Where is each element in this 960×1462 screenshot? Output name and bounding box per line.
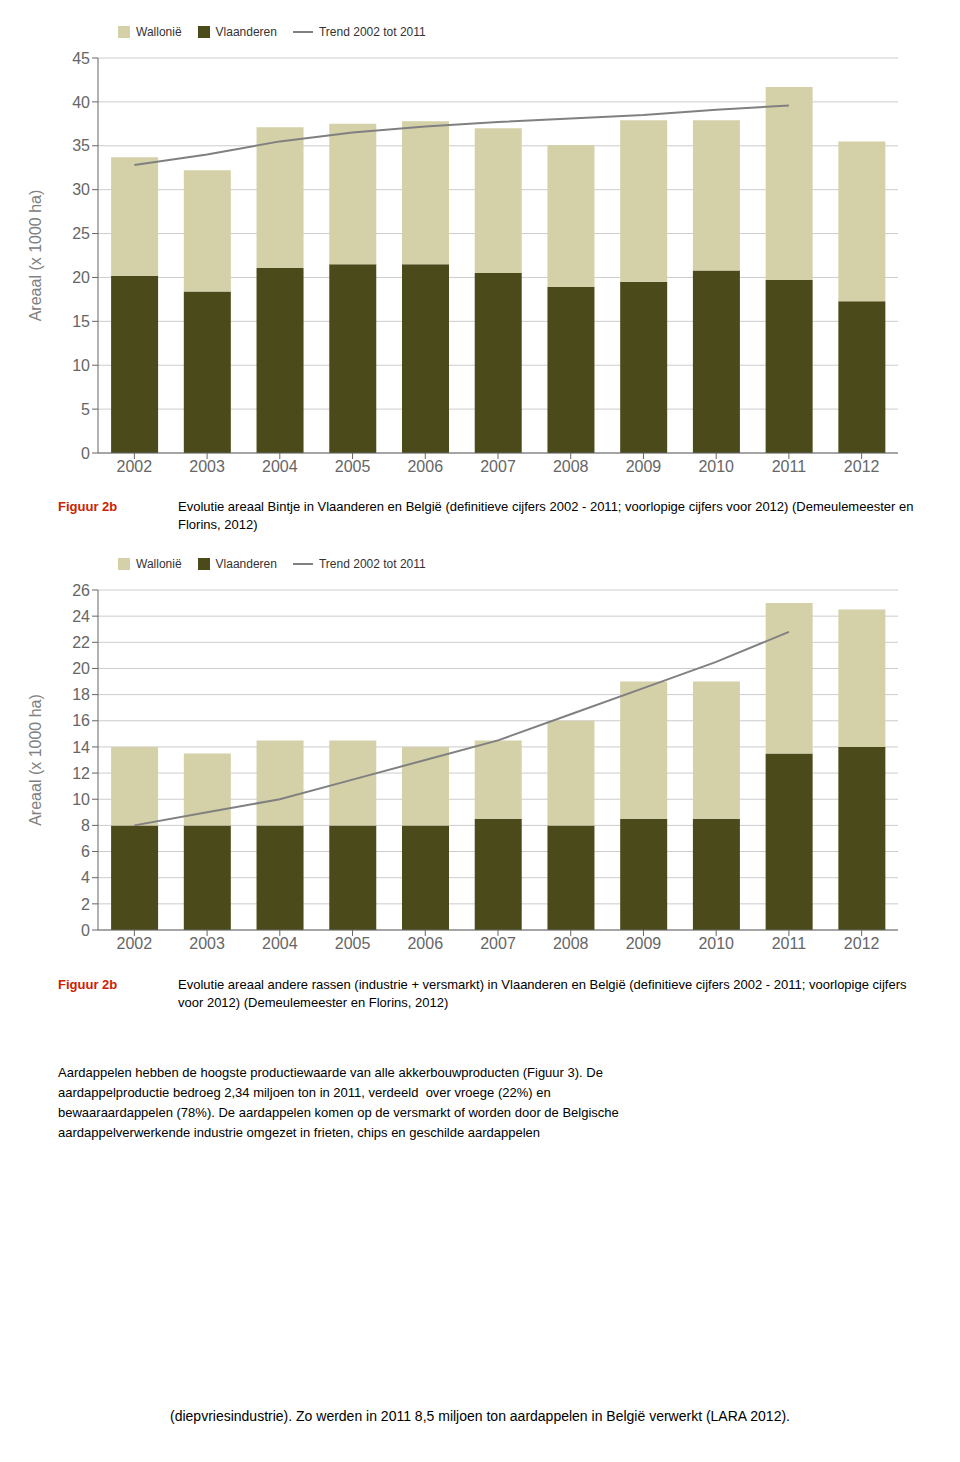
html-text:(diepvriesindustrie). Zo werde: (diepvriesindustrie). Zo werden in 2011 …	[170, 1408, 790, 1424]
html-text:Evolutie areaal andere rassen: Evolutie areaal andere rassen (industrie…	[178, 977, 907, 1011]
svg-text:12: 12	[72, 765, 90, 782]
html-text:Vlaanderen: Vlaanderen	[215, 25, 277, 39]
svg-text:Areaal (x 1000 ha): Areaal (x 1000 ha)	[27, 694, 44, 826]
svg-text:24: 24	[72, 608, 90, 625]
svg-text:2002: 2002	[117, 935, 153, 952]
svg-text:0: 0	[81, 922, 90, 939]
svg-text:2002: 2002	[117, 458, 153, 475]
svg-text:2003: 2003	[189, 935, 225, 952]
html-text:Vlaanderen: Vlaanderen	[215, 557, 277, 571]
svg-text:2012: 2012	[844, 935, 880, 952]
html-text:aardappelproductie bedroeg 2,3: aardappelproductie bedroeg 2,34 miljoen …	[58, 1085, 551, 1101]
svg-text:4: 4	[81, 869, 90, 886]
svg-text:2008: 2008	[553, 935, 589, 952]
svg-text:2: 2	[81, 896, 90, 913]
svg-text:2007: 2007	[480, 935, 516, 952]
svg-text:2011: 2011	[772, 458, 807, 475]
svg-text:2004: 2004	[262, 458, 298, 475]
svg-text:25: 25	[72, 225, 90, 242]
svg-text:35: 35	[72, 137, 90, 154]
html-text:bewaaraardappelen (78%). De aa: bewaaraardappelen (78%). De aardappelen …	[58, 1105, 619, 1121]
svg-text:2009: 2009	[626, 935, 662, 952]
svg-text:22: 22	[72, 634, 90, 651]
svg-text:0: 0	[81, 445, 90, 462]
svg-text:5: 5	[81, 401, 90, 418]
svg-text:2012: 2012	[844, 458, 880, 475]
svg-text:2009: 2009	[626, 458, 662, 475]
svg-text:2005: 2005	[335, 458, 371, 475]
html-text:Trend 2002 tot 2011: Trend 2002 tot 2011	[319, 25, 426, 39]
svg-text:2007: 2007	[480, 458, 516, 475]
svg-text:2010: 2010	[698, 458, 734, 475]
svg-text:2006: 2006	[407, 935, 443, 952]
svg-text:2006: 2006	[407, 458, 443, 475]
svg-text:2008: 2008	[553, 458, 589, 475]
svg-text:10: 10	[72, 791, 90, 808]
svg-text:8: 8	[81, 817, 90, 834]
html-text:aardappelverwerkende industrie: aardappelverwerkende industrie omgezet i…	[58, 1125, 540, 1141]
svg-text:26: 26	[72, 582, 90, 599]
svg-text:2005: 2005	[335, 935, 371, 952]
html-text:Aardappelen hebben de hoogste: Aardappelen hebben de hoogste productiew…	[58, 1065, 603, 1080]
html-text:Figuur 2b: Figuur 2b	[58, 499, 118, 514]
html-text:Trend 2002 tot 2011: Trend 2002 tot 2011	[319, 557, 426, 571]
html-text:Evolutie areaal Bintje in Vlaa: Evolutie areaal Bintje in Vlaanderen en …	[178, 499, 914, 533]
svg-text:14: 14	[72, 739, 90, 756]
html-text:Wallonië: Wallonië	[136, 25, 182, 39]
svg-text:30: 30	[72, 181, 90, 198]
svg-text:Areaal (x 1000 ha): Areaal (x 1000 ha)	[27, 190, 44, 322]
svg-text:40: 40	[72, 94, 90, 111]
svg-text:2011: 2011	[772, 935, 807, 952]
html-text:Figuur 2b: Figuur 2b	[58, 977, 118, 992]
svg-text:6: 6	[81, 843, 90, 860]
svg-text:15: 15	[72, 313, 90, 330]
svg-text:20: 20	[72, 660, 90, 677]
svg-text:2003: 2003	[189, 458, 225, 475]
svg-text:16: 16	[72, 712, 90, 729]
html-text:Wallonië: Wallonië	[136, 557, 182, 571]
svg-text:18: 18	[72, 686, 90, 703]
svg-text:2010: 2010	[698, 935, 734, 952]
svg-text:10: 10	[72, 357, 90, 374]
svg-text:20: 20	[72, 269, 90, 286]
svg-text:2004: 2004	[262, 935, 298, 952]
svg-text:45: 45	[72, 50, 90, 67]
